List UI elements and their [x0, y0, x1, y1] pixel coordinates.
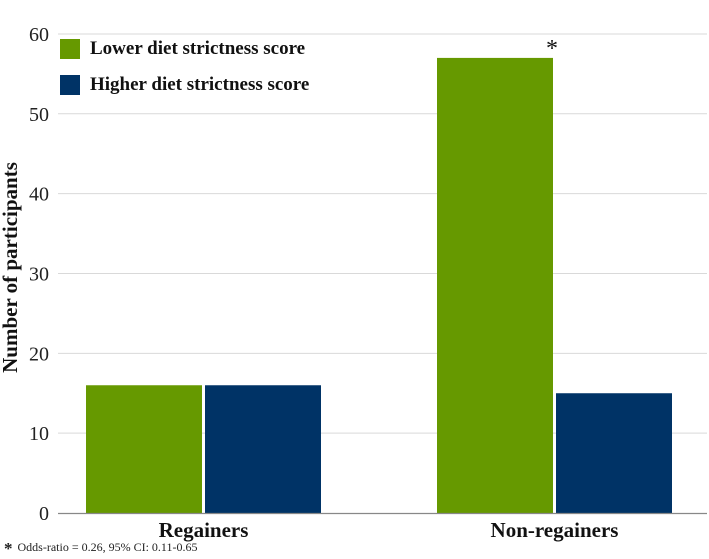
legend-item-lower: Lower diet strictness score	[60, 36, 309, 62]
footnote-symbol: *	[4, 539, 13, 558]
y-axis-label: Number of participants	[0, 162, 22, 373]
bar-regainers-lower	[86, 385, 202, 513]
legend-label-higher: Higher diet strictness score	[90, 74, 310, 95]
y-tick-label: 30	[29, 263, 49, 285]
x-category-label: Regainers	[159, 518, 249, 542]
legend-swatch-higher	[60, 75, 80, 95]
y-tick-label: 50	[29, 104, 49, 126]
legend-label-lower: Lower diet strictness score	[90, 38, 306, 59]
y-tick-label: 10	[29, 423, 49, 445]
bar-non-regainers-higher	[556, 393, 672, 513]
legend-item-higher: Higher diet strictness score	[60, 72, 309, 98]
y-tick-label: 0	[39, 503, 49, 525]
y-tick-label: 20	[29, 343, 49, 365]
bar-non-regainers-lower	[437, 57, 553, 514]
bars	[86, 57, 672, 514]
y-axis-ticks: 0 10 20 30 40 50 60	[29, 24, 49, 525]
legend-swatch-lower	[60, 39, 80, 59]
significance-marker: *	[546, 36, 558, 62]
footnote: * Odds-ratio = 0.26, 95% CI: 0.11-0.65	[4, 539, 197, 559]
y-tick-label: 60	[29, 24, 49, 46]
y-tick-label: 40	[29, 184, 49, 206]
legend: Lower diet strictness score Higher diet …	[60, 36, 309, 108]
x-category-label: Non-regainers	[491, 518, 619, 542]
footnote-text: Odds-ratio = 0.26, 95% CI: 0.11-0.65	[17, 540, 198, 554]
bar-regainers-higher	[205, 385, 321, 513]
x-axis-labels: Regainers Non-regainers	[159, 518, 619, 542]
